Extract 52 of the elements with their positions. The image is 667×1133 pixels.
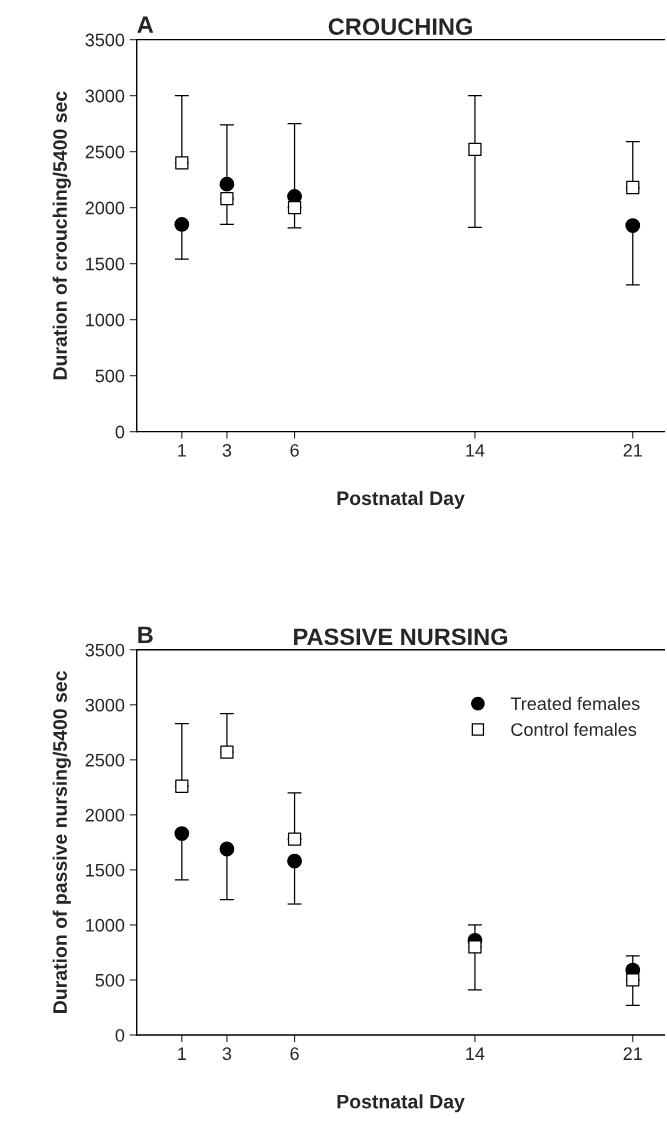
x-tick-label: 6 — [290, 1047, 299, 1061]
y-tick-label: 3500 — [85, 643, 125, 657]
point — [625, 218, 641, 233]
x-axis-title: Postnatal Day — [337, 1094, 465, 1113]
y-tick-label: 3500 — [85, 33, 125, 47]
chart-title: PASSIVE NURSING — [294, 628, 508, 646]
y-tick-label: 1000 — [86, 313, 125, 327]
y-tick-label: 2000 — [85, 808, 125, 822]
point — [626, 180, 640, 195]
point — [174, 826, 190, 841]
point — [174, 217, 190, 232]
y-tick-label: 1500 — [86, 863, 125, 877]
point — [287, 832, 302, 846]
point — [219, 176, 235, 192]
text: A — [137, 16, 154, 33]
point — [287, 201, 302, 215]
x-tick-label: 6 — [290, 443, 299, 457]
point — [219, 841, 235, 857]
x-axis-title: Postnatal Day — [337, 490, 465, 509]
text: B — [138, 626, 153, 643]
x-tick-label: 14 — [466, 444, 485, 457]
y-tick-label: 2500 — [85, 753, 125, 767]
x-tick-label: 14 — [466, 1047, 485, 1060]
chart-title: CROUCHING — [328, 18, 472, 35]
y-tick-label: 2500 — [85, 145, 125, 159]
y-tick-label: 1000 — [86, 918, 125, 932]
point — [626, 973, 640, 987]
y-tick-label: 2000 — [85, 201, 125, 215]
y-tick-label: 0 — [115, 1028, 125, 1042]
legend-label: Treated females — [510, 696, 640, 711]
point — [175, 156, 189, 170]
y-axis-title: Duration of passive nursing/5400 sec — [52, 671, 71, 1013]
point — [468, 940, 482, 954]
y-tick-label: 0 — [115, 425, 125, 439]
x-tick-label: 1 — [178, 444, 186, 457]
y-tick-label: 500 — [95, 973, 125, 987]
y-tick-label: 3000 — [85, 698, 125, 712]
x-tick-label: 3 — [222, 443, 232, 457]
point — [220, 192, 234, 206]
point — [220, 745, 234, 759]
x-tick-label: 3 — [222, 1047, 232, 1061]
legend-label: Control females — [511, 722, 637, 736]
x-tick-label: 21 — [623, 443, 642, 457]
point — [468, 142, 482, 157]
y-tick-label: 1500 — [86, 257, 125, 271]
y-tick-label: 500 — [95, 369, 125, 383]
y-tick-label: 3000 — [85, 89, 125, 103]
x-tick-label: 1 — [178, 1047, 186, 1060]
point — [175, 779, 189, 793]
y-axis-title: Duration of crouching/5400 sec — [52, 91, 71, 380]
x-tick-label: 21 — [623, 1047, 642, 1060]
point — [287, 853, 302, 869]
